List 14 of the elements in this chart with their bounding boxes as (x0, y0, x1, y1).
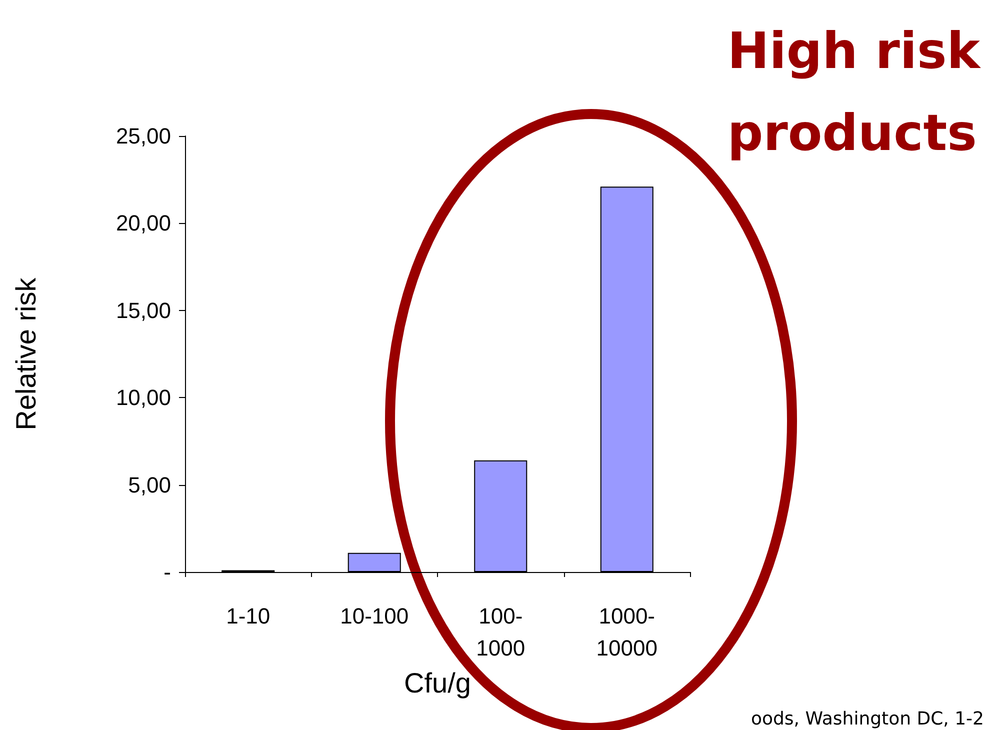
y-tick-label: 15,00 (116, 298, 171, 323)
text: oods, Washington DC, 1-2 (750, 708, 984, 730)
y-tick-label: 25,00 (116, 124, 171, 148)
text: High risk products (727, 22, 982, 162)
x-tick-label: 100-1000 (476, 604, 526, 660)
y-tick-label: 20,00 (116, 210, 171, 236)
x-tick-label: 10-100 (340, 604, 409, 628)
y-tick-label: - (164, 560, 171, 584)
y-tick-label: 5,00 (128, 472, 171, 498)
y-axis-title: Relative risk (10, 276, 42, 430)
x-tick-label: 1000-10000 (596, 604, 658, 660)
y-tick-label: 10,00 (116, 385, 171, 410)
x-axis-title: Cfu/g (404, 667, 471, 698)
x-tick-label: 1-10 (226, 604, 270, 628)
